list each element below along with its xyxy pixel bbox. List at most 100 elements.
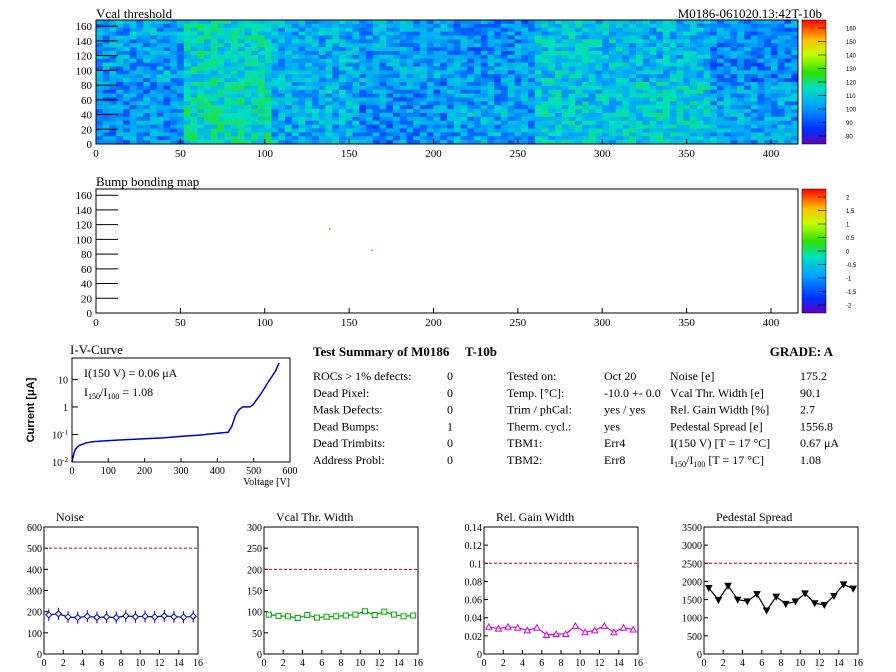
vcal-cell	[251, 43, 259, 48]
vcal-cell	[433, 58, 441, 63]
vcal-cell	[588, 54, 596, 60]
vcal-cell	[636, 51, 644, 56]
vcal-cell	[386, 140, 394, 145]
bump-axes: 0 50 100 150 200 250 300 350 4000204060801001201…	[76, 190, 780, 329]
vcal-cell	[622, 20, 630, 25]
vcal-cell	[291, 124, 299, 129]
vcal-cell	[474, 27, 482, 32]
vcal-cell	[204, 62, 212, 67]
vcal-cell	[723, 97, 731, 102]
vcal-cell	[285, 62, 293, 67]
vcal-cell	[582, 47, 590, 52]
vcal-cell	[116, 132, 124, 137]
vcal-cell	[305, 85, 313, 91]
vcal-cell	[305, 62, 313, 67]
vcal-cell	[629, 39, 637, 44]
roc-data-point	[523, 626, 532, 634]
vcal-cell	[467, 124, 475, 129]
vcal-cell	[663, 66, 671, 71]
vcal-cell	[143, 136, 151, 141]
vcal-cell	[710, 85, 718, 91]
vcal-cell	[568, 51, 576, 56]
vcal-cell	[501, 136, 509, 141]
vcal-cell	[703, 35, 711, 40]
vcal-cell	[494, 132, 502, 137]
vcal-cell	[669, 136, 677, 141]
vcal-cell	[433, 97, 441, 102]
vcal-cell	[413, 105, 421, 110]
vcal-cell	[406, 47, 414, 52]
vcal-cell	[183, 27, 191, 32]
vcal-cell	[521, 128, 529, 133]
vcal-cell	[460, 39, 468, 44]
summary-left-label: Dead Bumps:	[313, 419, 379, 433]
vcal-cell	[663, 109, 671, 114]
vcal-cell	[123, 105, 131, 110]
vcal-cell	[143, 39, 151, 44]
palette-tick-label: 0	[846, 250, 850, 256]
vcal-cell	[494, 120, 502, 125]
vcal-cell	[177, 93, 185, 98]
vcal-cell	[642, 85, 650, 91]
vcal-cell	[467, 89, 475, 94]
vcal-cell	[359, 113, 367, 118]
vcal-cell	[771, 27, 779, 32]
roc-x-tick-label: 0	[42, 658, 47, 669]
vcal-cell	[156, 132, 164, 137]
vcal-cell	[136, 74, 144, 79]
vcal-cell	[690, 66, 698, 71]
vcal-cell	[345, 128, 353, 133]
vcal-cell	[163, 140, 171, 145]
vcal-cell	[629, 27, 637, 32]
vcal-cell	[440, 27, 448, 32]
vcal-cell	[521, 97, 529, 102]
vcal-cell	[231, 105, 239, 110]
vcal-cell	[676, 89, 684, 94]
vcal-cell	[109, 93, 117, 98]
vcal-cell	[622, 89, 630, 94]
vcal-cell	[582, 58, 590, 63]
palette-tick-label: 120	[846, 81, 857, 87]
vcal-cell	[244, 136, 252, 141]
vcal-cell	[474, 124, 482, 129]
iv-note-current: I(150 V) = 0.06 μA	[84, 366, 178, 380]
summary-title: Test Summary of M0186	[313, 344, 450, 359]
roc-data-point	[533, 623, 541, 631]
vcal-cell	[791, 66, 799, 71]
vcal-cell	[521, 31, 529, 36]
vcal-cell	[575, 27, 583, 32]
vcal-cell	[258, 128, 266, 133]
vcal-cell	[730, 140, 738, 145]
vcal-cell	[386, 78, 394, 83]
vcal-cell	[710, 78, 718, 83]
vcal-cell	[413, 78, 421, 83]
vcal-cell	[764, 140, 772, 145]
vcal-cell	[737, 43, 745, 48]
vcal-cell	[555, 39, 563, 44]
vcal-cell	[204, 124, 212, 129]
vcal-cell	[642, 89, 650, 94]
vcal-cell	[467, 140, 475, 145]
vcal-cell	[156, 140, 164, 145]
vcal-cell	[217, 97, 225, 102]
vcal-cell	[271, 51, 279, 56]
vcal-cell	[264, 128, 272, 133]
vcal-cell	[642, 66, 650, 71]
vcal-cell	[757, 124, 765, 129]
vcal-cell	[474, 31, 482, 36]
vcal-cell	[217, 116, 225, 122]
iv-x-tick-label: 200	[137, 466, 152, 477]
vcal-cell	[548, 27, 556, 32]
vcal-cell	[744, 78, 752, 83]
vcal-cell	[278, 66, 286, 71]
vcal-cell	[386, 93, 394, 98]
vcal-cell	[683, 51, 691, 56]
vcal-cell	[231, 120, 239, 125]
vcal-cell	[777, 27, 785, 32]
vcal-cell	[784, 85, 792, 91]
vcal-cell	[750, 74, 758, 79]
vcal-cell	[237, 132, 245, 137]
x-tick-label: 50	[175, 317, 187, 329]
vcal-cell	[440, 105, 448, 110]
vcal-cell	[379, 97, 387, 102]
